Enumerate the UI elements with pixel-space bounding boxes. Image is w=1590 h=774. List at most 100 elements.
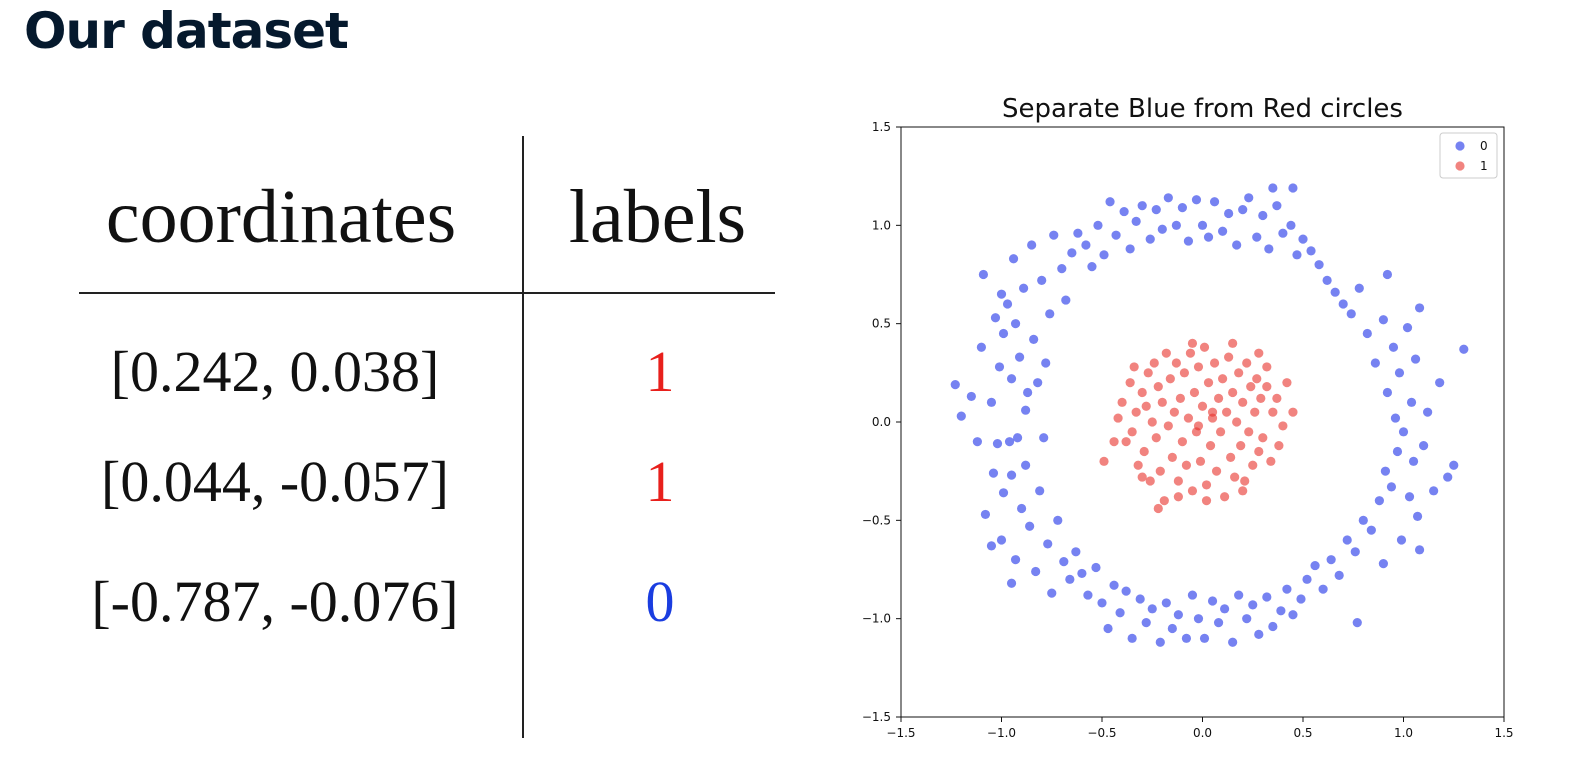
y-tick-label: 0.5: [872, 317, 891, 331]
data-point-class-0: [972, 437, 982, 447]
data-point-class-0: [1043, 539, 1053, 549]
data-point-class-1: [1133, 460, 1143, 470]
data-point-class-0: [1386, 482, 1397, 492]
x-tick-label: −1.5: [886, 726, 915, 740]
data-point-class-1: [1222, 407, 1232, 417]
data-point-class-1: [1242, 358, 1252, 368]
data-point-class-0: [1105, 197, 1115, 207]
data-point-class-0: [1121, 586, 1131, 596]
data-point-class-1: [1274, 441, 1284, 451]
data-point-class-1: [1205, 441, 1216, 451]
data-point-class-0: [1382, 387, 1393, 398]
data-point-class-1: [1278, 421, 1288, 431]
data-point-class-0: [1008, 254, 1019, 264]
data-point-class-1: [1165, 374, 1175, 384]
data-point-class-1: [1230, 472, 1240, 482]
data-point-class-0: [1278, 228, 1288, 238]
data-point-class-0: [1306, 246, 1316, 256]
data-point-class-0: [1049, 230, 1059, 240]
data-point-class-1: [1187, 338, 1198, 348]
data-point-class-0: [1099, 250, 1109, 260]
data-point-class-0: [1053, 515, 1063, 525]
data-point-class-0: [988, 468, 999, 478]
data-point-class-0: [1145, 234, 1155, 244]
data-point-class-1: [1159, 496, 1169, 506]
data-point-class-0: [998, 488, 1009, 498]
data-point-class-0: [986, 541, 997, 551]
data-point-class-0: [1238, 205, 1248, 215]
data-point-class-1: [1248, 460, 1258, 470]
data-point-class-1: [1244, 427, 1254, 437]
data-point-class-0: [1302, 574, 1312, 584]
data-point-class-0: [976, 342, 987, 352]
data-point-class-0: [1157, 224, 1167, 234]
data-point-class-0: [1039, 433, 1049, 443]
x-tick-label: −0.5: [1087, 726, 1116, 740]
data-point-class-1: [1268, 407, 1278, 417]
x-tick-label: 0.5: [1293, 726, 1312, 740]
data-point-class-0: [1350, 547, 1360, 557]
data-point-class-0: [1414, 545, 1425, 555]
data-point-class-0: [1268, 621, 1278, 632]
data-point-class-0: [1197, 220, 1208, 230]
data-point-class-1: [1161, 348, 1171, 358]
data-point-class-0: [1366, 525, 1376, 535]
data-point-class-1: [1197, 401, 1208, 411]
data-point-class-0: [978, 269, 989, 280]
data-point-class-1: [1232, 417, 1242, 427]
data-point-class-1: [1189, 387, 1200, 398]
data-point-class-0: [1408, 456, 1419, 466]
data-point-class-0: [1382, 269, 1393, 280]
data-point-class-1: [1179, 368, 1190, 378]
data-point-class-1: [1099, 456, 1109, 466]
data-point-class-0: [1004, 437, 1015, 447]
data-point-class-0: [1220, 604, 1230, 614]
data-point-class-1: [1181, 460, 1192, 470]
data-point-class-1: [1141, 401, 1151, 411]
data-point-class-0: [1091, 562, 1101, 573]
data-point-class-1: [1127, 427, 1137, 437]
data-point-class-1: [1137, 387, 1147, 398]
data-point-class-0: [1031, 566, 1041, 577]
data-point-class-0: [1414, 303, 1425, 313]
data-point-class-1: [1211, 466, 1222, 476]
data-point-class-0: [1404, 492, 1415, 502]
data-point-class-0: [1288, 183, 1298, 193]
data-point-class-0: [1077, 568, 1087, 579]
data-point-class-1: [1169, 407, 1179, 417]
data-point-class-0: [1071, 547, 1081, 557]
data-point-class-0: [1318, 584, 1328, 594]
data-point-class-0: [1398, 427, 1409, 437]
legend-marker: [1455, 141, 1465, 151]
labels-header: labels: [568, 175, 747, 259]
y-tick-label: −1.0: [862, 612, 891, 626]
data-point-class-1: [1195, 456, 1206, 466]
data-point-class-0: [1248, 600, 1258, 610]
data-point-class-0: [1135, 594, 1145, 604]
data-point-class-1: [1240, 476, 1250, 486]
data-point-class-0: [1443, 472, 1453, 482]
data-point-class-1: [1228, 338, 1238, 348]
data-point-class-1: [1201, 480, 1212, 490]
data-point-class-0: [1338, 299, 1348, 309]
data-point-class-1: [1272, 393, 1282, 403]
data-point-class-1: [1151, 433, 1161, 443]
data-point-class-1: [1153, 382, 1163, 392]
data-point-class-1: [1157, 397, 1167, 407]
x-tick-label: −1.0: [987, 726, 1016, 740]
data-point-class-0: [1423, 407, 1433, 417]
data-point-class-0: [1033, 378, 1043, 388]
data-point-class-0: [1029, 334, 1039, 344]
data-point-class-0: [1298, 234, 1308, 244]
data-point-class-0: [1019, 283, 1029, 293]
table-header-divider: [79, 292, 775, 294]
data-point-class-0: [1232, 240, 1242, 250]
coordinates-header: coordinates: [105, 175, 457, 259]
data-point-class-0: [1374, 496, 1384, 506]
data-point-class-1: [1167, 452, 1177, 462]
data-point-class-0: [1041, 358, 1051, 368]
data-point-class-0: [1258, 210, 1268, 221]
y-tick-label: 1.0: [872, 218, 891, 232]
data-point-class-0: [1282, 584, 1292, 594]
